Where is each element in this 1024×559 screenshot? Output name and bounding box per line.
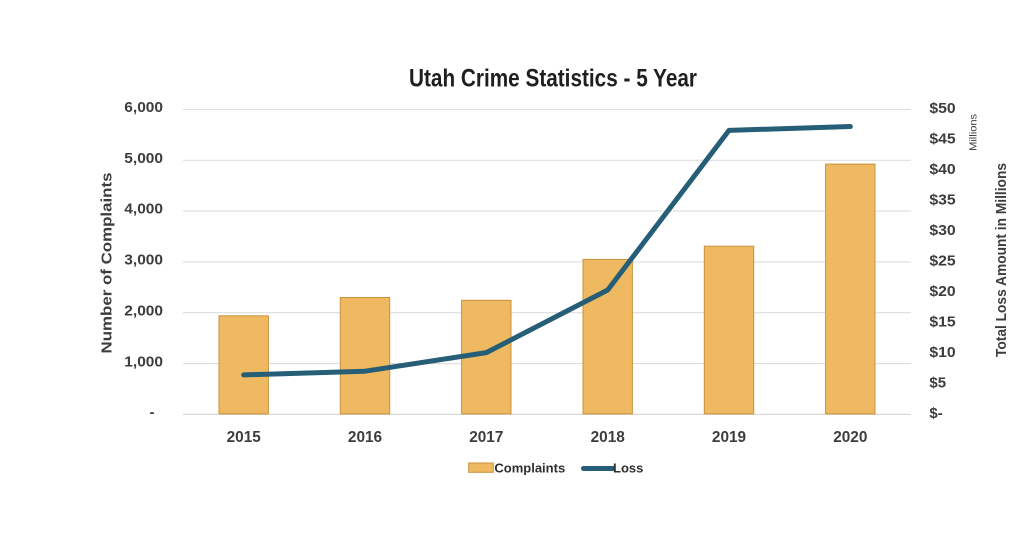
svg-text:Number of Complaints: Number of Complaints xyxy=(99,173,116,354)
svg-text:Millions: Millions xyxy=(969,114,980,151)
svg-text:2,000: 2,000 xyxy=(124,302,163,319)
svg-text:2020: 2020 xyxy=(833,429,867,446)
svg-text:2017: 2017 xyxy=(469,429,503,446)
svg-text:$40: $40 xyxy=(929,161,955,178)
svg-text:$15: $15 xyxy=(929,313,955,330)
svg-text:$-: $- xyxy=(929,405,942,422)
svg-text:$20: $20 xyxy=(929,283,955,300)
svg-text:5,000: 5,000 xyxy=(124,150,163,167)
svg-text:2019: 2019 xyxy=(712,429,746,446)
svg-text:$30: $30 xyxy=(929,222,955,239)
svg-text:Total Loss Amount in Millions: Total Loss Amount in Millions xyxy=(993,163,1010,357)
svg-text:$50: $50 xyxy=(929,100,955,117)
svg-text:Loss: Loss xyxy=(613,460,643,475)
svg-text:$45: $45 xyxy=(929,130,955,147)
svg-text:Complaints: Complaints xyxy=(494,460,565,475)
svg-text:-: - xyxy=(150,404,155,421)
svg-text:2016: 2016 xyxy=(348,429,382,446)
svg-text:2018: 2018 xyxy=(591,429,625,446)
svg-text:4,000: 4,000 xyxy=(124,201,163,218)
svg-text:$10: $10 xyxy=(929,344,955,361)
svg-text:3,000: 3,000 xyxy=(124,252,163,269)
svg-text:1,000: 1,000 xyxy=(124,353,163,370)
svg-text:$5: $5 xyxy=(929,374,946,391)
svg-text:6,000: 6,000 xyxy=(124,99,163,116)
svg-text:$25: $25 xyxy=(929,252,955,269)
svg-text:$35: $35 xyxy=(929,191,955,208)
svg-text:2015: 2015 xyxy=(227,429,261,446)
svg-text:Utah Crime Statistics - 5 Year: Utah Crime Statistics - 5 Year xyxy=(409,64,697,92)
